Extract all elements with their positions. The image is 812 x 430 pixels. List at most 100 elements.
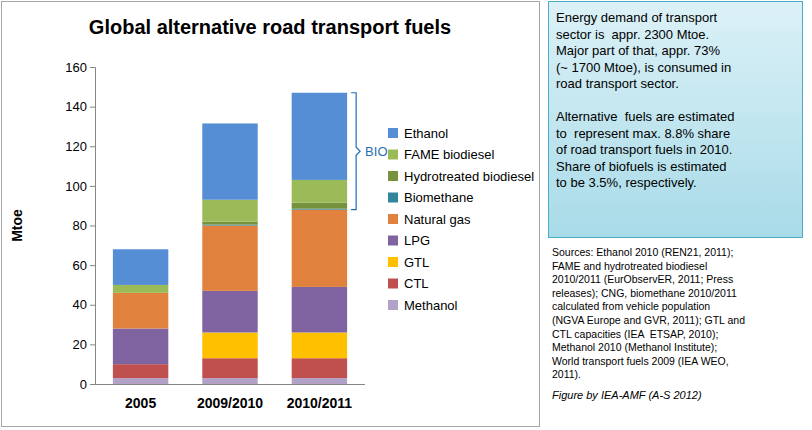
bar-segment xyxy=(202,200,257,222)
text-box-line: Energy demand of transport xyxy=(556,10,718,25)
bars xyxy=(113,93,347,384)
legend-swatch xyxy=(388,171,398,181)
y-tick: 160 xyxy=(65,60,95,75)
x-tick-label: 2009/2010 xyxy=(197,395,263,411)
text-box-line: (~ 1700 Mtoe), is consumed in xyxy=(556,60,731,75)
y-tick: 20 xyxy=(73,337,95,352)
bar-segment xyxy=(292,93,347,180)
y-tick-label: 20 xyxy=(73,337,87,352)
y-tick: 60 xyxy=(73,258,95,273)
x-tick: 2005 xyxy=(125,395,156,411)
bar-segment xyxy=(113,249,168,285)
y-tick-label: 100 xyxy=(65,179,87,194)
y-axis-line xyxy=(90,68,96,385)
legend-label: CTL xyxy=(404,276,429,291)
y-tick-mark xyxy=(90,344,95,345)
legend-swatch xyxy=(388,214,398,224)
text-box-line: of road transport fuels in 2010. xyxy=(556,142,732,157)
y-tick: 40 xyxy=(73,297,95,312)
figure: Global alternative road transport fuels 0… xyxy=(0,0,812,430)
y-tick-label: 40 xyxy=(73,297,87,312)
y-tick-label: 160 xyxy=(65,60,87,75)
bar-segment xyxy=(202,291,257,333)
legend-swatch xyxy=(388,236,398,246)
x-axis-line xyxy=(95,384,365,385)
y-tick-label: 60 xyxy=(73,258,87,273)
x-tick-label: 2005 xyxy=(125,395,156,411)
bar-segment xyxy=(292,378,347,384)
legend-label: Methanol xyxy=(404,298,458,313)
y-tick-mark xyxy=(90,265,95,266)
legend-label: FAME biodiesel xyxy=(404,147,494,162)
y-tick-mark xyxy=(90,107,95,108)
bar-segment xyxy=(202,332,257,358)
legend-swatch xyxy=(388,193,398,203)
legend-swatch xyxy=(388,300,398,310)
sources-line: Methanol 2010 (Methanol Institute); xyxy=(552,341,717,353)
y-tick-mark xyxy=(90,305,95,306)
legend-label: Ethanol xyxy=(404,126,448,141)
y-tick-mark xyxy=(90,384,95,385)
text-box-line: Major part of that, appr. 73% xyxy=(556,43,720,58)
sources-line: (NGVA Europe and GVR, 2011); GTL and xyxy=(552,314,745,326)
legend-label: Biomethane xyxy=(404,190,473,205)
y-tick: 100 xyxy=(65,179,95,194)
text-box-line: road transport sector. xyxy=(556,76,679,91)
bar-segment xyxy=(292,203,347,209)
y-tick-mark xyxy=(90,226,95,227)
text-box xyxy=(549,2,803,238)
bar-segment xyxy=(292,358,347,378)
bar-segment xyxy=(202,123,257,199)
text-box-line: sector is appr. 2300 Mtoe. xyxy=(556,27,709,42)
sources-line: FAME and hydrotreated biodiesel xyxy=(552,260,707,272)
sources-line: calculated from vehicle population xyxy=(552,300,710,312)
y-tick: 120 xyxy=(65,139,95,154)
x-tick-label: 2010/2011 xyxy=(287,395,353,411)
sources-line: 2010/2011 (EurObservER, 2011; Press xyxy=(552,273,733,285)
chart-frame xyxy=(2,2,540,427)
text-box-line: to be 3.5%, respectively. xyxy=(556,175,697,190)
text-box-line: Alternative fuels are estimated xyxy=(556,109,734,124)
legend-label: Hydrotreated biodiesel xyxy=(404,169,534,184)
x-axis: 2005 2009/2010 2010/2011 xyxy=(95,385,365,411)
bar-segment xyxy=(292,332,347,358)
bar-segment xyxy=(292,210,347,287)
chart-title: Global alternative road transport fuels xyxy=(89,16,451,38)
sources-line: 2011). xyxy=(552,368,581,380)
text-box-line: Share of biofuels is estimated xyxy=(556,159,727,174)
bar-segment xyxy=(292,180,347,203)
annotation: BIO xyxy=(365,144,387,159)
bar-series xyxy=(113,93,347,285)
sources-line: Sources: Ethanol 2010 (REN21, 2011); xyxy=(552,246,733,258)
legend-label: LPG xyxy=(404,233,430,248)
legend-swatch xyxy=(388,257,398,267)
y-tick-label: 140 xyxy=(65,99,87,114)
legend: Ethanol FAME biodiesel Hydrotreated biodie… xyxy=(388,126,534,313)
legend-swatch xyxy=(388,128,398,138)
credit: Figure by IEA-AMF (A-S 2012) xyxy=(552,389,702,401)
bar-series xyxy=(113,287,347,364)
bar-segment xyxy=(113,378,168,384)
y-tick-label: 80 xyxy=(73,218,87,233)
y-axis-title: Mtoe xyxy=(9,209,25,242)
bar-segment xyxy=(113,329,168,365)
bar-series xyxy=(202,332,347,358)
y-tick-mark xyxy=(90,186,95,187)
bar-series xyxy=(113,378,347,384)
legend-swatch xyxy=(388,279,398,289)
text-box-line: to represent max. 8.8% share xyxy=(556,126,730,141)
y-tick-label: 0 xyxy=(80,377,87,392)
x-tick: 2009/2010 xyxy=(197,395,263,411)
bar-segment xyxy=(202,222,257,225)
bar-series xyxy=(113,210,347,329)
legend-swatch xyxy=(388,150,398,160)
bar-segment xyxy=(202,226,257,291)
sources-line: releases); CNG, biomethane 2010/2011 xyxy=(552,287,737,299)
sources-line: World transport fuels 2009 (IEA WEO, xyxy=(552,355,729,367)
bar-segment xyxy=(202,378,257,384)
bio-bracket xyxy=(351,93,360,210)
y-tick-mark xyxy=(90,146,95,147)
y-tick: 140 xyxy=(65,99,95,114)
bar-segment xyxy=(292,287,347,333)
y-axis: 0 20 40 60 80 100 120 140 160 xyxy=(65,60,95,392)
